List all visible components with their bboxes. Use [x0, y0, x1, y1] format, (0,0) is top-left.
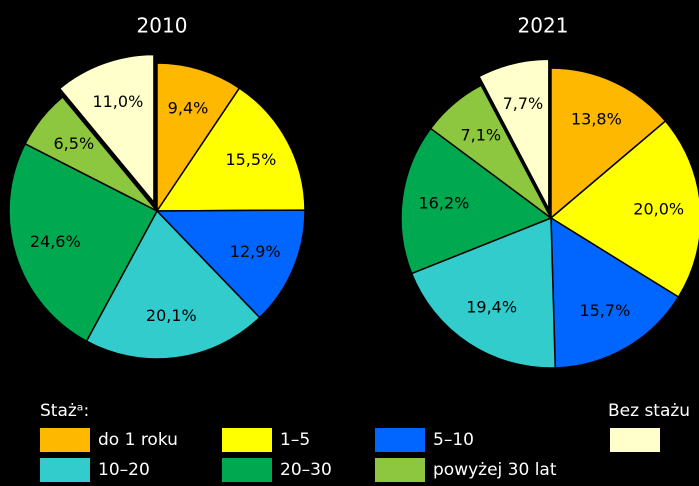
pie-slice — [429, 84, 552, 219]
legend-swatch — [375, 458, 425, 482]
pie-slice — [8, 142, 159, 343]
pie-slice — [156, 62, 241, 214]
pie-slice — [155, 87, 306, 212]
legend-label: Bez stażu — [608, 401, 690, 421]
data-label: 16,2% — [419, 193, 470, 212]
pie-slice — [155, 209, 306, 319]
legend-label: 5–10 — [433, 430, 474, 450]
pie-slice — [400, 127, 553, 275]
data-label: 24,6% — [30, 232, 81, 251]
pie-slice — [85, 209, 261, 360]
legend-swatch — [40, 428, 90, 452]
legend-label: 1–5 — [280, 430, 310, 450]
pie-slice — [24, 95, 158, 212]
pie-slice — [58, 53, 155, 205]
data-label: 19,4% — [466, 298, 517, 317]
data-label: 15,7% — [579, 301, 630, 320]
pie-slice — [549, 119, 699, 299]
data-label: 13,8% — [571, 110, 622, 129]
pie-slice — [550, 67, 667, 220]
legend-label: 10–20 — [98, 460, 150, 480]
data-label: 15,5% — [225, 150, 276, 169]
legend-label: do 1 roku — [98, 430, 178, 450]
data-label: 9,4% — [168, 99, 209, 118]
legend-swatch — [375, 428, 425, 452]
legend-swatch — [222, 428, 272, 452]
data-label: 20,1% — [146, 306, 197, 325]
legend-title: Stażᵃ: — [40, 401, 89, 421]
legend-label: powyżej 30 lat — [433, 460, 557, 480]
data-label: 6,5% — [54, 134, 95, 153]
data-label: 7,7% — [503, 94, 544, 113]
chart-title: 2010 — [137, 14, 188, 38]
pie-slice — [477, 58, 550, 210]
pie-slice — [550, 216, 680, 369]
data-label: 20,0% — [633, 200, 684, 219]
data-label: 7,1% — [460, 125, 501, 144]
data-label: 11,0% — [92, 92, 143, 111]
data-label: 12,9% — [230, 242, 281, 261]
legend-swatch — [40, 458, 90, 482]
chart-title: 2021 — [518, 14, 569, 38]
legend-swatch — [222, 458, 272, 482]
legend-swatch — [610, 428, 660, 452]
legend-label: 20–30 — [280, 460, 332, 480]
pie-slice — [410, 216, 557, 369]
